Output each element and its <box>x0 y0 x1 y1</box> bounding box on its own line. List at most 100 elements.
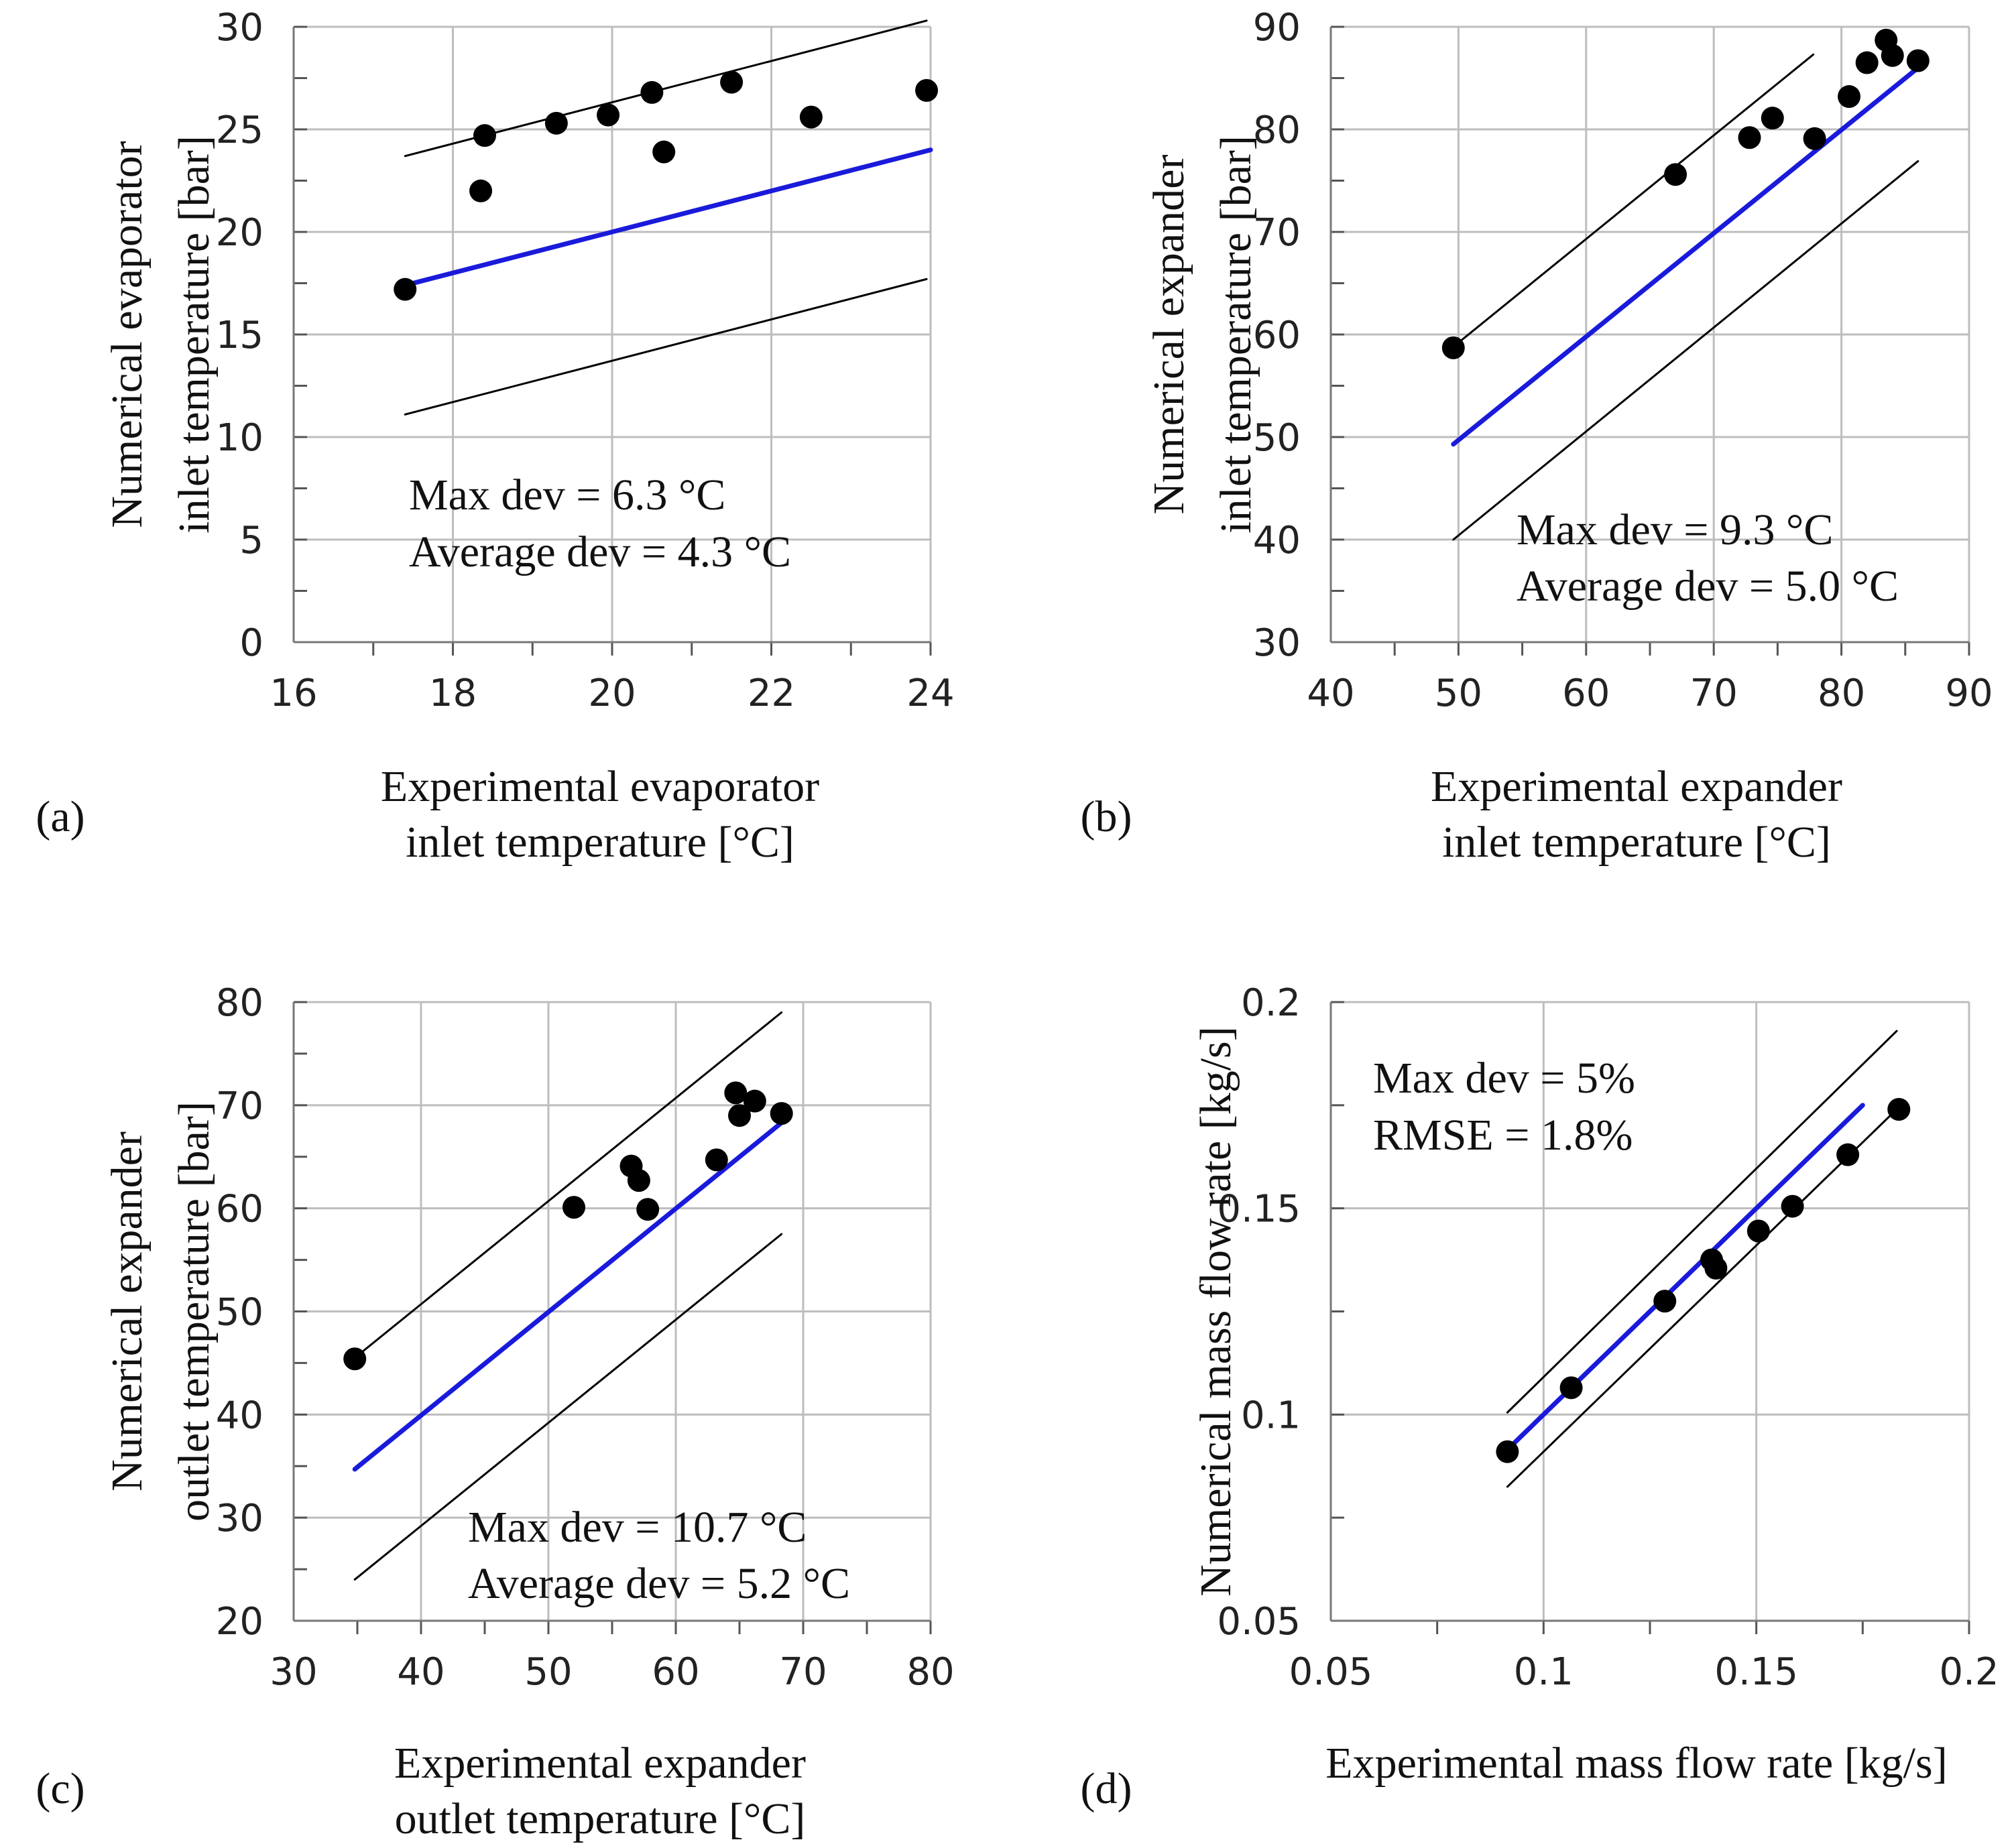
data-point <box>770 1102 793 1125</box>
data-point <box>1653 1290 1677 1313</box>
y-axis-title: inlet temperature [bar] <box>170 135 219 534</box>
panel-label: (d) <box>1081 1764 1132 1813</box>
x-tick-label: 40 <box>1307 672 1354 715</box>
x-tick-label: 90 <box>1945 672 1993 715</box>
lower-bound-line <box>1452 160 1919 541</box>
x-tick-label: 24 <box>906 672 954 715</box>
y-tick-label: 60 <box>216 1188 263 1231</box>
y-axis-title: Numerical expander <box>103 1131 152 1491</box>
data-point <box>597 103 620 127</box>
data-point <box>652 140 676 164</box>
ideal-line <box>402 147 933 288</box>
y-tick-label: 30 <box>216 1497 263 1540</box>
x-tick-label: 0.05 <box>1289 1650 1373 1694</box>
chart-panel-evaporator-inlet: 16 18 20 22 24 0 5 10 15 20 25 30 Max dev = 6.3 °C Av… <box>36 6 954 867</box>
x-axis-title: Experimental mass flow rate [kg/s] <box>1325 1739 1947 1788</box>
x-tick-label: 16 <box>270 672 317 715</box>
data-point <box>1803 127 1826 150</box>
deviation-annotation: Average dev = 4.3 °C <box>409 528 791 576</box>
x-axis-title: Experimental expander <box>394 1739 806 1788</box>
y-tick-label: 60 <box>1253 314 1301 357</box>
y-tick-label: 30 <box>1253 621 1301 665</box>
y-tick-label: 10 <box>216 416 263 460</box>
data-point <box>743 1089 766 1113</box>
data-point <box>562 1196 585 1219</box>
data-point <box>724 1081 748 1105</box>
x-axis-title: Experimental expander <box>1431 762 1842 811</box>
x-tick-label: 22 <box>748 672 795 715</box>
data-point <box>343 1347 367 1371</box>
ideal-line <box>1451 63 1923 447</box>
deviation-annotation: Average dev = 5.2 °C <box>468 1559 850 1608</box>
deviation-annotation: Max dev = 6.3 °C <box>409 471 725 519</box>
deviation-annotation: Max dev = 9.3 °C <box>1517 505 1833 554</box>
panel-label: (c) <box>36 1764 84 1813</box>
x-tick-label: 20 <box>588 672 636 715</box>
upper-bound-line <box>1506 1030 1898 1414</box>
x-axis-title: outlet temperature [°C] <box>395 1794 806 1843</box>
y-axis-title: Numerical mass flow rate [kg/s] <box>1191 1026 1240 1596</box>
data-point <box>473 124 496 147</box>
y-tick-label: 0.1 <box>1241 1394 1301 1437</box>
y-tick-label: 40 <box>216 1394 263 1437</box>
chart-panel-mass-flow: 0.05 0.1 0.15 0.2 0.05 0.1 0.15 0.2 Max dev = 5%… <box>1081 981 1999 1813</box>
y-axis-title: Numerical evaporator <box>103 141 152 528</box>
y-axis-title: outlet temperature [bar] <box>170 1101 219 1522</box>
x-tick-label: 0.1 <box>1514 1650 1574 1694</box>
x-tick-label: 30 <box>270 1650 317 1694</box>
deviation-annotation: Max dev = 10.7 °C <box>468 1503 807 1552</box>
x-axis-title: inlet temperature [°C] <box>406 818 794 867</box>
y-tick-label: 0 <box>239 621 263 665</box>
data-point <box>728 1104 751 1127</box>
data-point <box>1496 1440 1519 1463</box>
x-tick-label: 50 <box>1435 672 1482 715</box>
x-tick-label: 70 <box>779 1650 827 1694</box>
upper-bound-line <box>353 1011 783 1359</box>
y-tick-label: 0.05 <box>1217 1600 1301 1644</box>
lower-bound-line <box>353 1233 783 1581</box>
y-tick-label: 90 <box>1253 6 1301 50</box>
data-point <box>1887 1097 1911 1121</box>
data-point <box>1781 1194 1804 1218</box>
data-point <box>1906 49 1930 72</box>
ideal-line <box>352 1119 786 1472</box>
y-tick-label: 20 <box>216 211 263 255</box>
y-tick-label: 80 <box>216 981 263 1025</box>
x-tick-label: 80 <box>1818 672 1865 715</box>
lower-bound-line <box>404 278 928 416</box>
x-tick-label: 80 <box>906 1650 954 1694</box>
y-tick-label: 0.15 <box>1217 1188 1301 1231</box>
x-tick-label: 70 <box>1690 672 1738 715</box>
x-tick-label: 60 <box>652 1650 699 1694</box>
data-point <box>394 278 417 301</box>
data-point <box>1746 1219 1770 1243</box>
x-axis-title: Experimental evaporator <box>381 762 819 811</box>
lower-bound-line <box>1506 1106 1900 1488</box>
data-point <box>1664 163 1687 186</box>
y-tick-label: 70 <box>216 1085 263 1128</box>
data-point <box>636 1198 660 1221</box>
data-point <box>627 1169 650 1192</box>
y-tick-label: 30 <box>216 6 263 50</box>
x-tick-label: 18 <box>429 672 477 715</box>
y-axis-title: inlet temperature [bar] <box>1211 135 1260 534</box>
data-point <box>720 70 744 94</box>
x-tick-label: 0.2 <box>1939 1650 1999 1694</box>
upper-bound-line <box>1452 53 1815 348</box>
data-point <box>1836 1143 1860 1166</box>
y-tick-label: 40 <box>1253 519 1301 562</box>
panel-label: (b) <box>1081 792 1132 841</box>
x-tick-label: 0.15 <box>1714 1650 1798 1694</box>
data-point <box>1704 1256 1728 1280</box>
y-tick-label: 20 <box>216 1600 263 1644</box>
y-axis-title: Numerical expander <box>1144 155 1193 515</box>
data-point <box>1855 51 1879 74</box>
data-point <box>915 78 939 102</box>
data-point <box>1761 107 1784 130</box>
y-tick-label: 70 <box>1253 211 1301 255</box>
data-point <box>640 80 664 104</box>
y-tick-label: 50 <box>1253 416 1301 460</box>
deviation-annotation: RMSE = 1.8% <box>1373 1111 1633 1160</box>
